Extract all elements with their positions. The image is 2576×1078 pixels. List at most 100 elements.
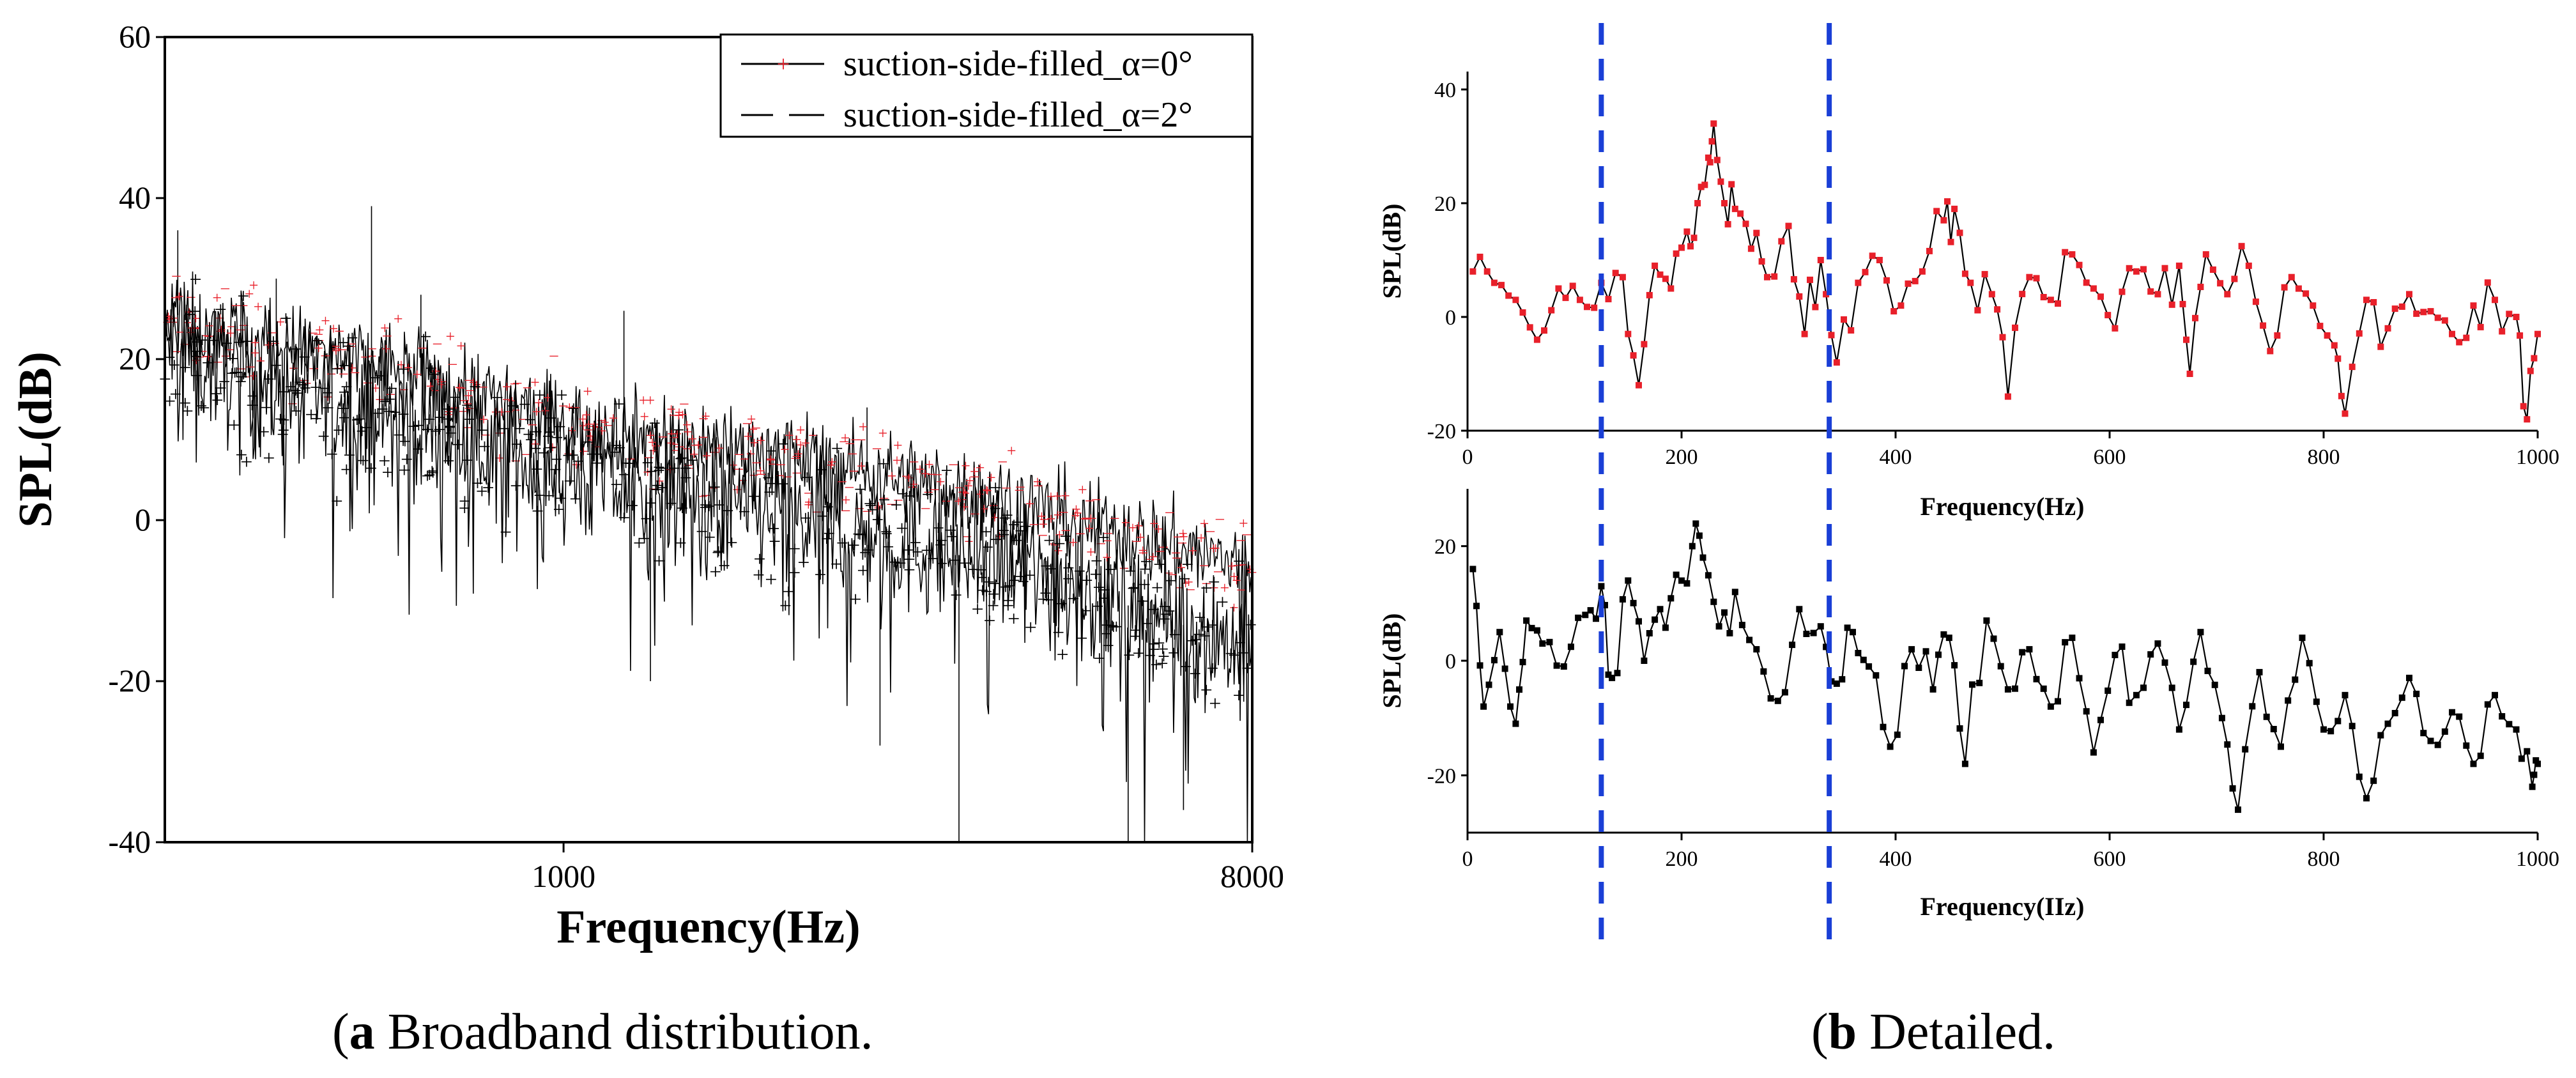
data-point: [1796, 606, 1803, 613]
series-marker: +: [1099, 578, 1111, 602]
series-marker: +: [413, 414, 425, 438]
data-point: [1473, 603, 1480, 610]
data-point: [1548, 307, 1555, 314]
data-point: [1614, 670, 1621, 677]
series-marker: +: [544, 420, 556, 444]
series-marker: +: [1209, 692, 1221, 716]
series-marker: +: [331, 358, 343, 381]
series-marker: +: [648, 433, 657, 452]
series-marker: +: [1168, 642, 1180, 665]
series-marker: –: [742, 413, 752, 431]
y-tick-label: 0: [135, 502, 151, 537]
data-point: [2524, 416, 2531, 423]
data-point: [2055, 300, 2061, 307]
series-marker: +: [1107, 614, 1119, 638]
series-marker: +: [726, 532, 738, 555]
series-marker: +: [433, 371, 443, 389]
data-point: [1683, 228, 1690, 235]
y-tick-label: 20: [1434, 192, 1456, 216]
data-point: [1828, 332, 1835, 339]
series-marker: +: [1228, 643, 1240, 667]
series-marker: +: [1061, 487, 1070, 505]
data-point: [2420, 730, 2427, 737]
series-marker: –: [433, 333, 442, 351]
series-marker: +: [556, 384, 568, 408]
series-marker: +: [816, 505, 829, 528]
series-marker: +: [626, 495, 638, 518]
series-marker: +: [701, 407, 710, 426]
series-marker: –: [1177, 532, 1187, 551]
series-marker: +: [640, 507, 652, 531]
series-marker: –: [1173, 527, 1183, 545]
series-marker: +: [1052, 621, 1064, 645]
series-marker: +: [491, 387, 503, 410]
series-marker: +: [788, 537, 801, 561]
data-point: [1860, 656, 1867, 663]
series-marker: +: [783, 580, 795, 604]
series-marker: +: [321, 312, 330, 330]
series-marker: +: [896, 517, 908, 541]
series-marker: +: [714, 439, 724, 458]
series-marker: +: [645, 391, 655, 410]
series-marker: +: [346, 327, 358, 350]
data-point: [2112, 652, 2119, 658]
series-marker: –: [845, 433, 855, 452]
series-marker: +: [263, 447, 275, 470]
series-marker: +: [694, 436, 703, 454]
panel-a-broadband-chart: +––––++––––+–+––+–+–+–+–+––+–+–––+++–– ++…: [10, 19, 1284, 953]
series-marker: –: [924, 482, 933, 500]
data-point: [1706, 158, 1713, 166]
series-marker: +: [1086, 543, 1096, 562]
series-marker: +: [1023, 564, 1036, 588]
data-point: [2217, 280, 2224, 287]
data-point: [1947, 238, 1954, 245]
series-marker: +: [780, 440, 790, 459]
series-marker: +: [427, 363, 440, 387]
series-marker: +: [999, 507, 1011, 530]
data-point: [1584, 304, 1590, 311]
data-point: [1940, 631, 1947, 638]
data-point: [1778, 238, 1785, 245]
data-point: [1619, 273, 1626, 281]
series-marker: –: [1061, 520, 1071, 539]
series-marker: +: [545, 406, 557, 430]
data-point: [1609, 674, 1616, 681]
series-marker: –: [970, 466, 979, 485]
data-point: [2527, 367, 2534, 374]
series-marker: +: [165, 310, 174, 328]
data-point: [2349, 364, 2356, 371]
data-point: [1636, 381, 1642, 389]
series-marker: +: [249, 367, 258, 385]
data-point: [2069, 251, 2076, 258]
series-marker: –: [872, 438, 882, 456]
series-marker: –: [1206, 521, 1215, 539]
series-marker: +: [533, 384, 546, 408]
data-point: [1678, 577, 1685, 584]
series-marker: –: [463, 417, 473, 435]
series-marker: +: [699, 497, 711, 520]
data-point: [2229, 785, 2236, 792]
data-point: [2506, 311, 2513, 318]
series-marker: –: [812, 502, 822, 520]
series-marker: +: [270, 354, 282, 378]
series-marker: +: [859, 418, 868, 436]
series-marker: +: [854, 523, 866, 547]
series-marker: –: [841, 500, 850, 518]
data-point: [1699, 554, 1706, 561]
series-marker: +: [877, 452, 889, 476]
series-marker: +: [848, 534, 860, 558]
data-point: [1701, 181, 1708, 189]
series-marker: +: [1020, 515, 1032, 539]
data-point: [2518, 755, 2525, 762]
series-marker: +: [887, 467, 897, 486]
series-marker: +: [980, 580, 992, 604]
series-marker: –: [1215, 509, 1225, 527]
series-marker: +: [703, 495, 715, 519]
series-marker: –: [314, 330, 324, 348]
series-marker: +: [1200, 514, 1209, 533]
series-marker: +: [1037, 588, 1049, 612]
data-point: [1823, 643, 1830, 651]
series-marker: +: [1158, 595, 1170, 619]
series-marker: +: [299, 377, 311, 401]
series-marker: +: [1040, 555, 1052, 578]
